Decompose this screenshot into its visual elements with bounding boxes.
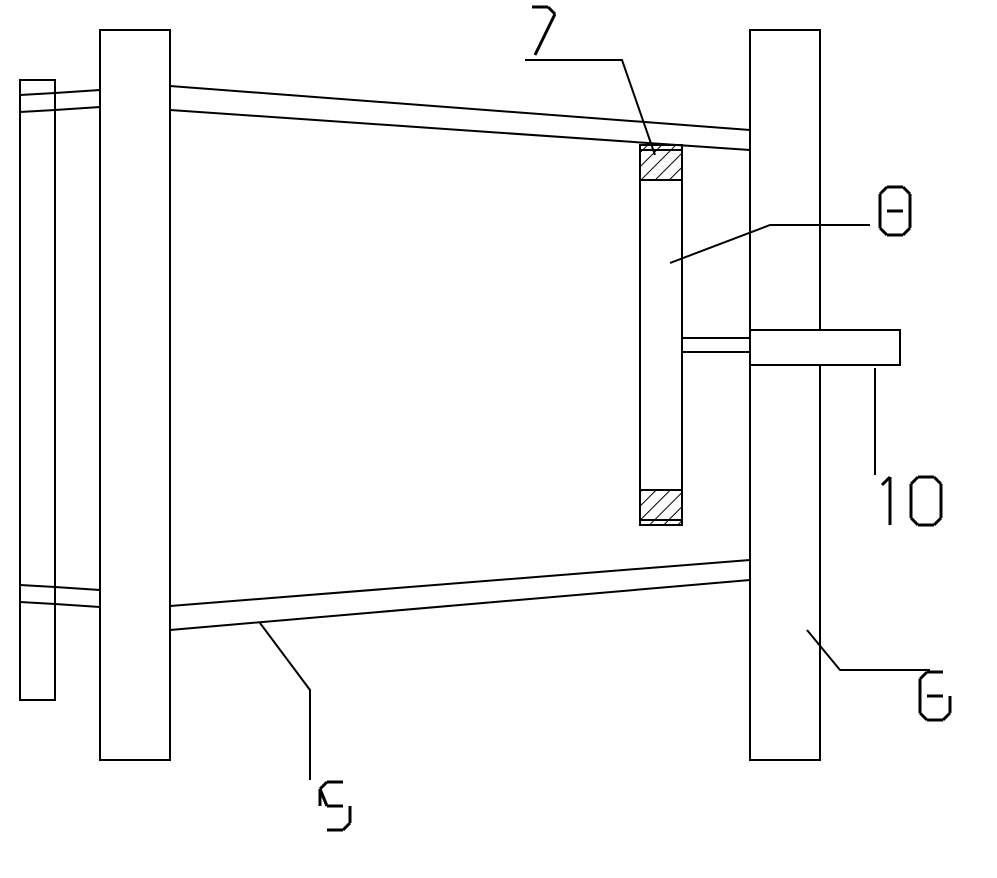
- leader-5: [260, 623, 310, 780]
- inner-vertical-bar-8: [640, 150, 682, 520]
- bottom-beam-upper: [170, 560, 750, 606]
- left-column-inner: [100, 30, 170, 760]
- bridge-bot-left-top-b: [55, 587, 100, 590]
- horizontal-stub-10: [750, 330, 900, 365]
- hatched-top-7: [640, 145, 682, 180]
- bridge-left-bot-seg-b: [55, 107, 100, 110]
- hatched-bot: [640, 490, 682, 525]
- label-6: 6: [807, 630, 950, 720]
- diagram-svg: 567810: [0, 0, 997, 878]
- bridge-left-top-seg-b: [55, 90, 100, 93]
- leader-6: [807, 630, 930, 670]
- right-column: [750, 30, 820, 760]
- bottom-beam-lower: [170, 580, 750, 630]
- label-5: 5: [260, 623, 350, 830]
- label-10: 10: [875, 368, 941, 525]
- bridge-bot-left-bot-b: [55, 604, 100, 607]
- top-beam-upper: [170, 86, 750, 130]
- left-column-outer: [20, 80, 55, 700]
- diagram-root: 567810: [0, 0, 997, 878]
- leader-7: [525, 60, 655, 155]
- label-7: 7: [525, 7, 655, 155]
